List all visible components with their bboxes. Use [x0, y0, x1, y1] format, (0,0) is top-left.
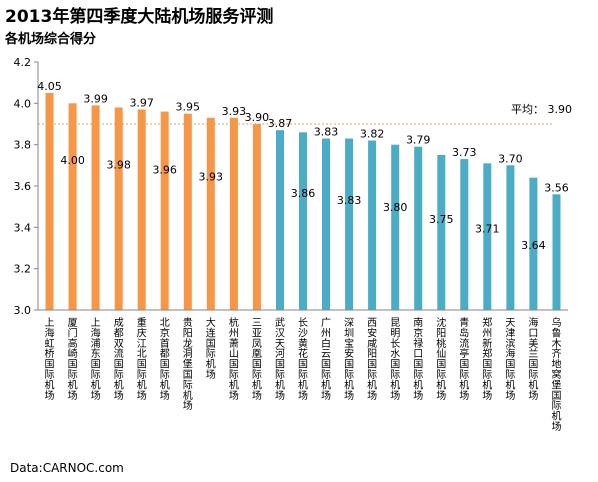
bar: [160, 111, 169, 310]
bar: [229, 117, 238, 310]
value-label: 3.71: [475, 223, 500, 236]
bar: [183, 113, 192, 310]
bar: [506, 165, 515, 310]
category-label: 乌鲁木齐地窝堡国际机场: [552, 316, 562, 433]
value-label: 4.05: [37, 80, 62, 93]
category-label: 深圳宝安国际机场: [344, 317, 354, 402]
value-label: 3.56: [544, 181, 569, 194]
category-label: 杭州萧山国际机场: [229, 316, 239, 402]
value-label: 3.73: [452, 146, 477, 159]
bar: [437, 155, 446, 310]
average-label: 平均： 3.90: [511, 103, 572, 116]
y-tick-label: 3.8: [14, 139, 32, 152]
bar: [91, 105, 100, 311]
value-label: 3.93: [199, 170, 224, 183]
bar: [368, 140, 377, 310]
value-label: 3.96: [152, 163, 177, 176]
category-label: 长沙黄花国际机场: [298, 317, 308, 402]
bar: [460, 159, 469, 310]
y-tick-label: 3.2: [14, 263, 32, 276]
category-label: 成都双流国际机场: [114, 317, 124, 402]
value-label: 3.82: [360, 128, 385, 141]
data-source: Data:CARNOC.com: [10, 461, 124, 475]
value-label: 3.83: [337, 194, 362, 207]
value-label: 3.97: [129, 97, 154, 110]
value-label: 3.86: [291, 187, 316, 200]
bar: [137, 109, 146, 310]
y-tick-label: 3.0: [14, 304, 32, 317]
category-label: 广州白云国际机场: [321, 317, 331, 402]
category-label: 天津滨海国际机场: [505, 318, 515, 402]
y-tick-label: 4.0: [14, 97, 32, 110]
category-label: 西安咸阳国际机场: [367, 318, 377, 402]
bar: [252, 124, 261, 310]
category-label: 武汉天河国际机场: [275, 316, 285, 402]
category-label: 重庆江北国际机场: [137, 316, 147, 402]
category-label: 沈阳桃仙国际机场: [436, 316, 446, 402]
bar: [322, 138, 330, 310]
bar: [391, 144, 400, 310]
bar: [276, 130, 284, 310]
category-label: 贵阳龙洞堡国际机场: [183, 316, 193, 412]
category-label: 三亚凤凰国际机场: [252, 318, 262, 402]
category-label: 大连国际机场: [206, 316, 216, 381]
y-tick-label: 3.6: [14, 180, 32, 193]
category-label: 海口美兰国际机场: [528, 316, 538, 402]
value-labels-group: 4.054.003.993.983.973.963.953.933.933.90…: [37, 80, 569, 252]
value-label: 3.83: [314, 126, 339, 139]
y-tick-label: 4.2: [14, 56, 32, 69]
value-label: 3.70: [498, 152, 523, 165]
category-label: 郑州新郑国际机场: [482, 316, 492, 402]
bar: [206, 117, 215, 310]
bar: [114, 107, 123, 310]
value-label: 4.00: [60, 154, 85, 167]
value-label: 3.75: [429, 213, 454, 226]
category-label: 南京禄口国际机场: [413, 316, 423, 402]
bars-group: [45, 93, 561, 311]
category-label: 上海虹桥国际机场: [45, 317, 55, 402]
category-label: 厦门高崎国际机场: [68, 317, 78, 402]
value-label: 3.87: [268, 117, 293, 130]
category-label: 上海浦东国际机场: [91, 317, 101, 402]
value-label: 3.64: [521, 239, 546, 252]
category-label: 北京首都国际机场: [160, 317, 170, 402]
average-group: 平均： 3.90: [38, 103, 572, 125]
bar: [45, 93, 54, 310]
value-label: 3.98: [106, 159, 131, 172]
bar: [483, 163, 492, 310]
value-label: 3.99: [83, 92, 108, 105]
value-label: 3.90: [245, 111, 270, 124]
chart-subtitle: 各机场综合得分: [5, 32, 97, 47]
category-labels-group: 上海虹桥国际机场 厦门高崎国际机场 上海浦东国际机场 成都双流国际机场 重庆江北国际机场…: [45, 316, 562, 433]
chart-title: 2013年第四季度大陆机场服务评测: [5, 7, 274, 27]
category-label: 昆明长水国际机场: [390, 317, 400, 402]
bar: [552, 194, 561, 310]
bar: [529, 177, 538, 310]
bar: [414, 146, 423, 310]
axes-group: 3.0 3.2 3.4 3.6 3.8 4.0 4.2: [14, 56, 568, 317]
y-tick-label: 3.4: [14, 221, 32, 234]
bar: [299, 132, 307, 310]
bar: [345, 138, 354, 310]
value-label: 3.93: [222, 105, 247, 118]
value-label: 3.80: [383, 201, 408, 214]
category-label: 青岛流亭国际机场: [459, 316, 469, 402]
value-label: 3.95: [176, 101, 201, 114]
bar: [68, 103, 77, 310]
value-label: 3.79: [406, 134, 431, 147]
